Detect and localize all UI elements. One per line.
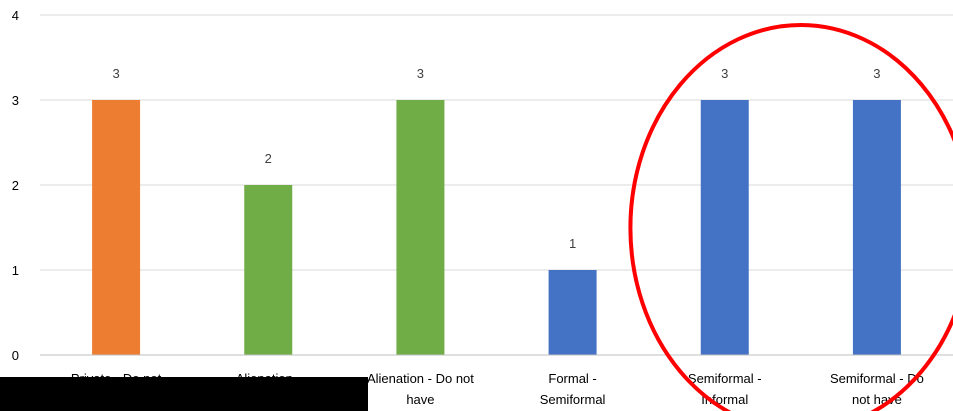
x-category-label: Semiformal - <box>688 371 762 386</box>
y-tick-label: 3 <box>12 93 19 108</box>
bar <box>396 100 445 355</box>
data-label: 3 <box>873 66 880 81</box>
data-label: 3 <box>112 66 119 81</box>
y-tick-label: 1 <box>12 263 19 278</box>
x-category-label: Formal - <box>548 371 596 386</box>
data-label: 3 <box>721 66 728 81</box>
data-label: 2 <box>265 151 272 166</box>
data-labels: 3 2 3 1 3 3 <box>112 66 880 251</box>
bar <box>92 100 141 355</box>
gridlines <box>40 14 953 271</box>
bar <box>244 185 293 355</box>
bar <box>548 270 597 355</box>
redaction-box <box>0 377 368 411</box>
y-tick-label: 4 <box>12 8 19 23</box>
bar <box>700 100 749 355</box>
bar <box>852 100 901 355</box>
x-category-label: Alienation - Do not <box>367 371 474 386</box>
y-tick-label: 2 <box>12 178 19 193</box>
highlight-ellipse <box>628 23 953 411</box>
data-label: 3 <box>417 66 424 81</box>
bars <box>92 100 901 355</box>
x-category-label: Semiformal <box>540 392 606 407</box>
y-axis-ticks: 0 1 2 3 4 <box>12 8 19 363</box>
x-category-label: have <box>406 392 434 407</box>
y-tick-label: 0 <box>12 348 19 363</box>
data-label: 1 <box>569 236 576 251</box>
x-category-label: Semiformal - Do <box>830 371 924 386</box>
